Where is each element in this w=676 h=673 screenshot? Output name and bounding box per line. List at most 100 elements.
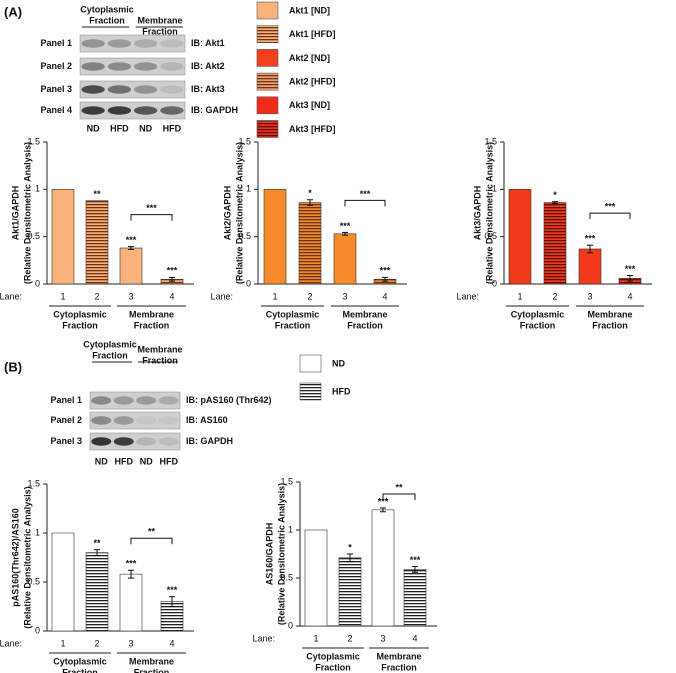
bar bbox=[333, 233, 357, 285]
x-axis-label: Lane: bbox=[0, 638, 22, 648]
legend-swatch bbox=[256, 25, 279, 44]
blot-band bbox=[107, 85, 132, 94]
x-tick-label: 3 bbox=[128, 291, 133, 301]
blot-ib-label: IB: Akt1 bbox=[191, 38, 225, 48]
significance-label: *** bbox=[380, 266, 391, 276]
significance-label: *** bbox=[410, 555, 421, 565]
x-axis-label: Lane: bbox=[252, 633, 275, 643]
bar bbox=[543, 202, 567, 285]
x-axis-label: Lane: bbox=[0, 291, 22, 301]
legend-label: Akt2 [ND] bbox=[289, 53, 330, 63]
blot-header: Fraction bbox=[92, 350, 128, 360]
x-tick-label: 2 bbox=[94, 291, 99, 301]
group-label: Cytoplasmic bbox=[53, 656, 107, 666]
bar bbox=[508, 189, 532, 285]
significance-label: *** bbox=[340, 221, 351, 231]
blot-band bbox=[91, 396, 112, 405]
x-tick-label: 3 bbox=[128, 638, 133, 648]
blot-strip bbox=[89, 411, 181, 430]
legend-swatch bbox=[256, 1, 279, 20]
y-tick-label: 1.5 bbox=[238, 136, 251, 146]
significance-label: ** bbox=[93, 538, 101, 548]
group-label: Fraction bbox=[134, 320, 170, 330]
y-tick-label: 1 bbox=[35, 527, 40, 537]
bracket-label: *** bbox=[146, 203, 157, 213]
blot-header: Fraction bbox=[142, 355, 178, 365]
y-tick-label: 0 bbox=[288, 620, 293, 630]
error-bar bbox=[128, 569, 134, 579]
x-tick-label: 2 bbox=[307, 291, 312, 301]
error-bar bbox=[627, 274, 633, 282]
blot-row-label: Panel 3 bbox=[40, 84, 72, 94]
y-tick-label: 1.5 bbox=[484, 136, 497, 146]
blot-strip bbox=[79, 57, 186, 76]
group-label: Fraction bbox=[275, 320, 311, 330]
x-axis-label: Lane: bbox=[456, 291, 479, 301]
bar bbox=[578, 248, 602, 285]
bar bbox=[298, 202, 322, 285]
blot-band bbox=[133, 39, 158, 48]
legend-swatch bbox=[256, 49, 279, 67]
legend-label: Akt2 [HFD] bbox=[289, 76, 336, 86]
y-tick-label: 1 bbox=[35, 184, 40, 194]
y-axis-label-note: (Relative Densitometric Analysis) bbox=[234, 142, 244, 284]
blot-band bbox=[113, 396, 134, 405]
significance-label: * bbox=[308, 188, 312, 198]
blot-band bbox=[158, 437, 179, 446]
blot-lane-label: HFD bbox=[115, 456, 134, 466]
x-tick-label: 1 bbox=[60, 291, 65, 301]
bar bbox=[85, 200, 109, 285]
y-tick-label: 0.5 bbox=[27, 576, 40, 586]
group-label: Fraction bbox=[592, 320, 628, 330]
y-tick-label: 0.5 bbox=[27, 231, 40, 241]
blot-band bbox=[81, 85, 105, 94]
panel-label: (B) bbox=[4, 359, 22, 374]
error-bar bbox=[380, 507, 386, 513]
y-axis-label-note: (Relative Densitometric Analysis) bbox=[22, 486, 32, 628]
group-label: Fraction bbox=[134, 667, 170, 673]
group-label: Membrane bbox=[587, 309, 632, 319]
blot-header: Cytoplasmic bbox=[83, 339, 137, 349]
blot-band bbox=[160, 62, 184, 71]
x-tick-label: 4 bbox=[627, 291, 632, 301]
significance-label: *** bbox=[126, 559, 137, 569]
bar bbox=[85, 552, 109, 632]
x-tick-label: 4 bbox=[382, 291, 387, 301]
bracket-label: ** bbox=[395, 482, 403, 492]
y-axis-label-note: (Relative Densitometric Analysis) bbox=[484, 142, 494, 284]
bar bbox=[119, 247, 143, 285]
x-tick-label: 2 bbox=[94, 638, 99, 648]
legend-label: Akt3 [ND] bbox=[289, 100, 330, 110]
bracket-label: *** bbox=[360, 189, 371, 199]
significance-bracket bbox=[382, 493, 416, 500]
y-tick-label: 0 bbox=[492, 278, 497, 288]
blot-row-label: Panel 1 bbox=[40, 38, 72, 48]
blot-band bbox=[160, 39, 184, 48]
significance-label: * bbox=[553, 190, 557, 200]
blot-band bbox=[158, 396, 179, 405]
legend-label: Akt1 [ND] bbox=[289, 5, 330, 15]
blot-lane-label: ND bbox=[139, 123, 152, 133]
y-axis-label-note: (Relative Densitometric Analysis) bbox=[276, 483, 286, 625]
error-bar bbox=[587, 244, 593, 254]
blot-row-label: Panel 2 bbox=[40, 61, 72, 71]
group-label: Membrane bbox=[129, 656, 174, 666]
blot-strip bbox=[89, 391, 181, 410]
significance-label: *** bbox=[625, 264, 636, 274]
error-bar bbox=[128, 246, 134, 250]
blot-lane-label: HFD bbox=[160, 456, 179, 466]
significance-label: *** bbox=[126, 235, 137, 245]
error-bar bbox=[169, 596, 175, 607]
bar bbox=[263, 189, 287, 285]
blot-band bbox=[81, 106, 105, 115]
error-bar bbox=[169, 276, 175, 282]
x-axis-label: Lane: bbox=[210, 291, 233, 301]
bracket-label: *** bbox=[605, 202, 616, 212]
blot-band bbox=[91, 416, 112, 425]
blot-strip bbox=[79, 101, 186, 120]
blot-ib-label: IB: GAPDH bbox=[191, 105, 238, 115]
blot-row-label: Panel 4 bbox=[40, 105, 72, 115]
error-bar bbox=[307, 199, 313, 206]
blot-ib-label: IB: Akt3 bbox=[191, 84, 225, 94]
